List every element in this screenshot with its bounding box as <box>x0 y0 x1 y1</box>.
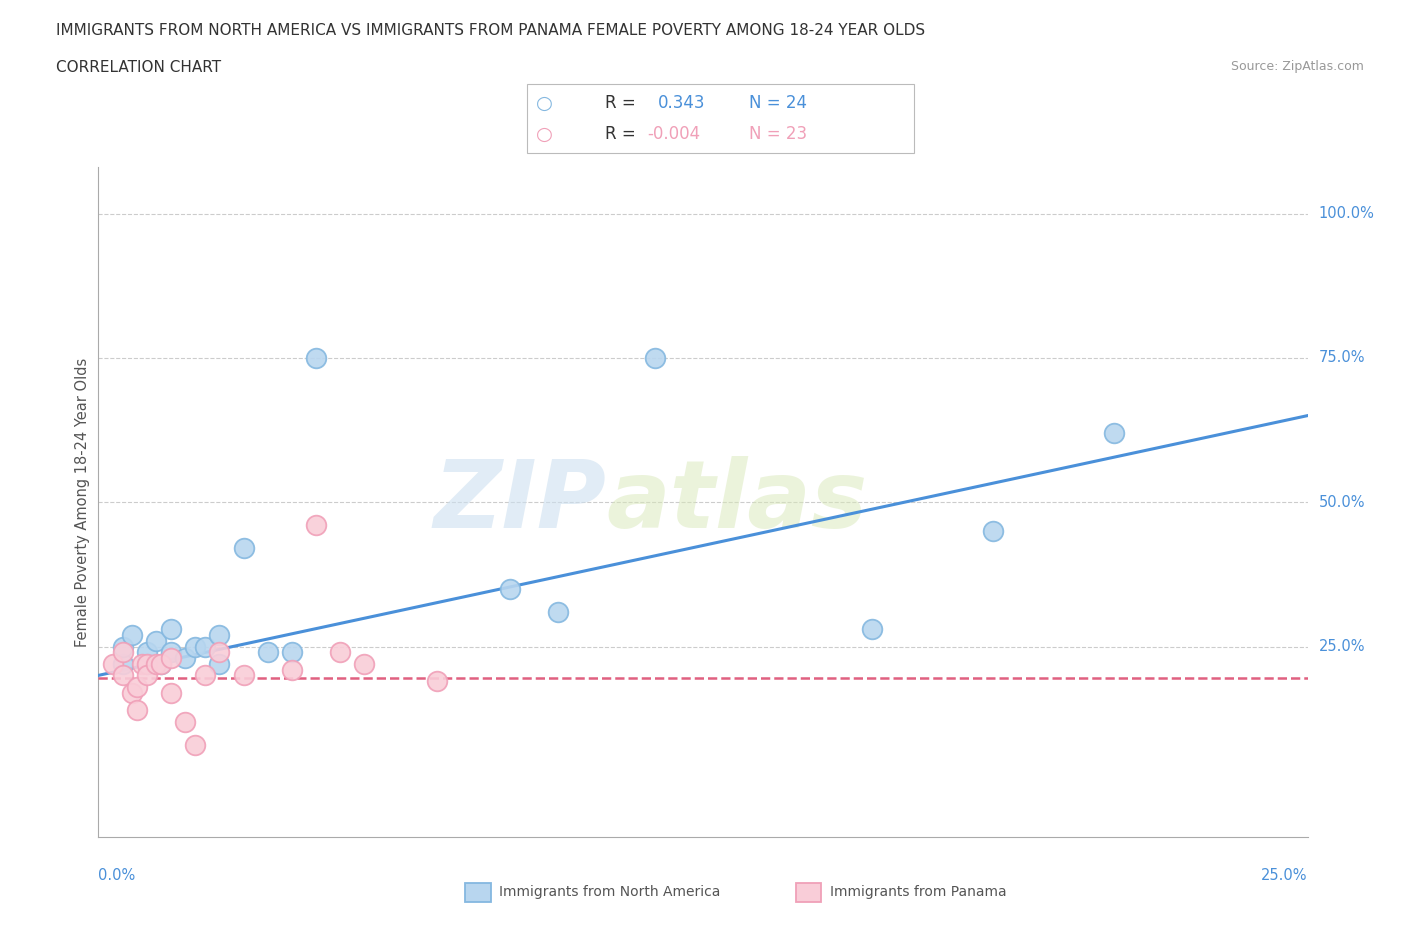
Point <box>145 633 167 648</box>
Point <box>135 644 157 659</box>
Point <box>1102 426 1125 441</box>
Point <box>498 581 520 596</box>
Point <box>160 622 183 637</box>
Point <box>135 668 157 683</box>
Text: IMMIGRANTS FROM NORTH AMERICA VS IMMIGRANTS FROM PANAMA FEMALE POVERTY AMONG 18-: IMMIGRANTS FROM NORTH AMERICA VS IMMIGRA… <box>56 23 925 38</box>
Point <box>111 668 134 683</box>
Point <box>121 628 143 643</box>
Point <box>111 639 134 654</box>
Text: 25.0%: 25.0% <box>1261 868 1308 883</box>
Text: ZIP: ZIP <box>433 457 606 548</box>
Point <box>232 541 254 556</box>
Text: R =: R = <box>605 125 636 143</box>
Text: ○: ○ <box>536 94 553 113</box>
Point <box>135 657 157 671</box>
Point <box>281 644 304 659</box>
Text: N = 24: N = 24 <box>749 94 807 113</box>
Text: 0.0%: 0.0% <box>98 868 135 883</box>
Point <box>121 685 143 700</box>
Point <box>353 657 375 671</box>
Point <box>547 604 569 619</box>
Point <box>256 644 278 659</box>
Point <box>281 662 304 677</box>
Point <box>860 622 883 637</box>
Bar <box>554 126 582 148</box>
Text: 25.0%: 25.0% <box>1319 639 1365 654</box>
Point <box>208 657 231 671</box>
Point <box>174 714 197 729</box>
Point <box>160 685 183 700</box>
Point <box>111 644 134 659</box>
Point <box>232 668 254 683</box>
Point <box>160 644 183 659</box>
Point <box>194 639 217 654</box>
Point <box>101 657 124 671</box>
Point <box>644 351 666 365</box>
Text: atlas: atlas <box>606 457 868 548</box>
Point <box>184 639 207 654</box>
Point <box>150 657 173 671</box>
Point <box>184 737 207 752</box>
Text: 0.343: 0.343 <box>658 94 706 113</box>
Point <box>981 524 1004 538</box>
Point <box>305 351 328 365</box>
Text: ○: ○ <box>536 125 553 143</box>
Point <box>160 651 183 666</box>
Bar <box>554 95 582 117</box>
Text: R =: R = <box>605 94 636 113</box>
Point <box>150 657 173 671</box>
Text: -0.004: -0.004 <box>647 125 700 143</box>
Text: 100.0%: 100.0% <box>1319 206 1375 221</box>
Point <box>131 657 153 671</box>
Text: Immigrants from North America: Immigrants from North America <box>499 884 720 899</box>
Y-axis label: Female Poverty Among 18-24 Year Olds: Female Poverty Among 18-24 Year Olds <box>75 357 90 647</box>
Bar <box>465 884 491 902</box>
Text: Source: ZipAtlas.com: Source: ZipAtlas.com <box>1230 60 1364 73</box>
Point <box>305 518 328 533</box>
Text: Immigrants from Panama: Immigrants from Panama <box>830 884 1007 899</box>
Point <box>127 680 149 695</box>
Point <box>111 657 134 671</box>
Point <box>194 668 217 683</box>
Point <box>127 702 149 717</box>
Point <box>208 628 231 643</box>
Text: 75.0%: 75.0% <box>1319 351 1365 365</box>
Point <box>208 644 231 659</box>
Text: CORRELATION CHART: CORRELATION CHART <box>56 60 221 75</box>
Point <box>174 651 197 666</box>
Text: N = 23: N = 23 <box>749 125 807 143</box>
Bar <box>796 884 821 902</box>
Point <box>426 673 449 688</box>
Text: 50.0%: 50.0% <box>1319 495 1365 510</box>
Point <box>135 657 157 671</box>
Point <box>329 644 352 659</box>
Point <box>145 657 167 671</box>
